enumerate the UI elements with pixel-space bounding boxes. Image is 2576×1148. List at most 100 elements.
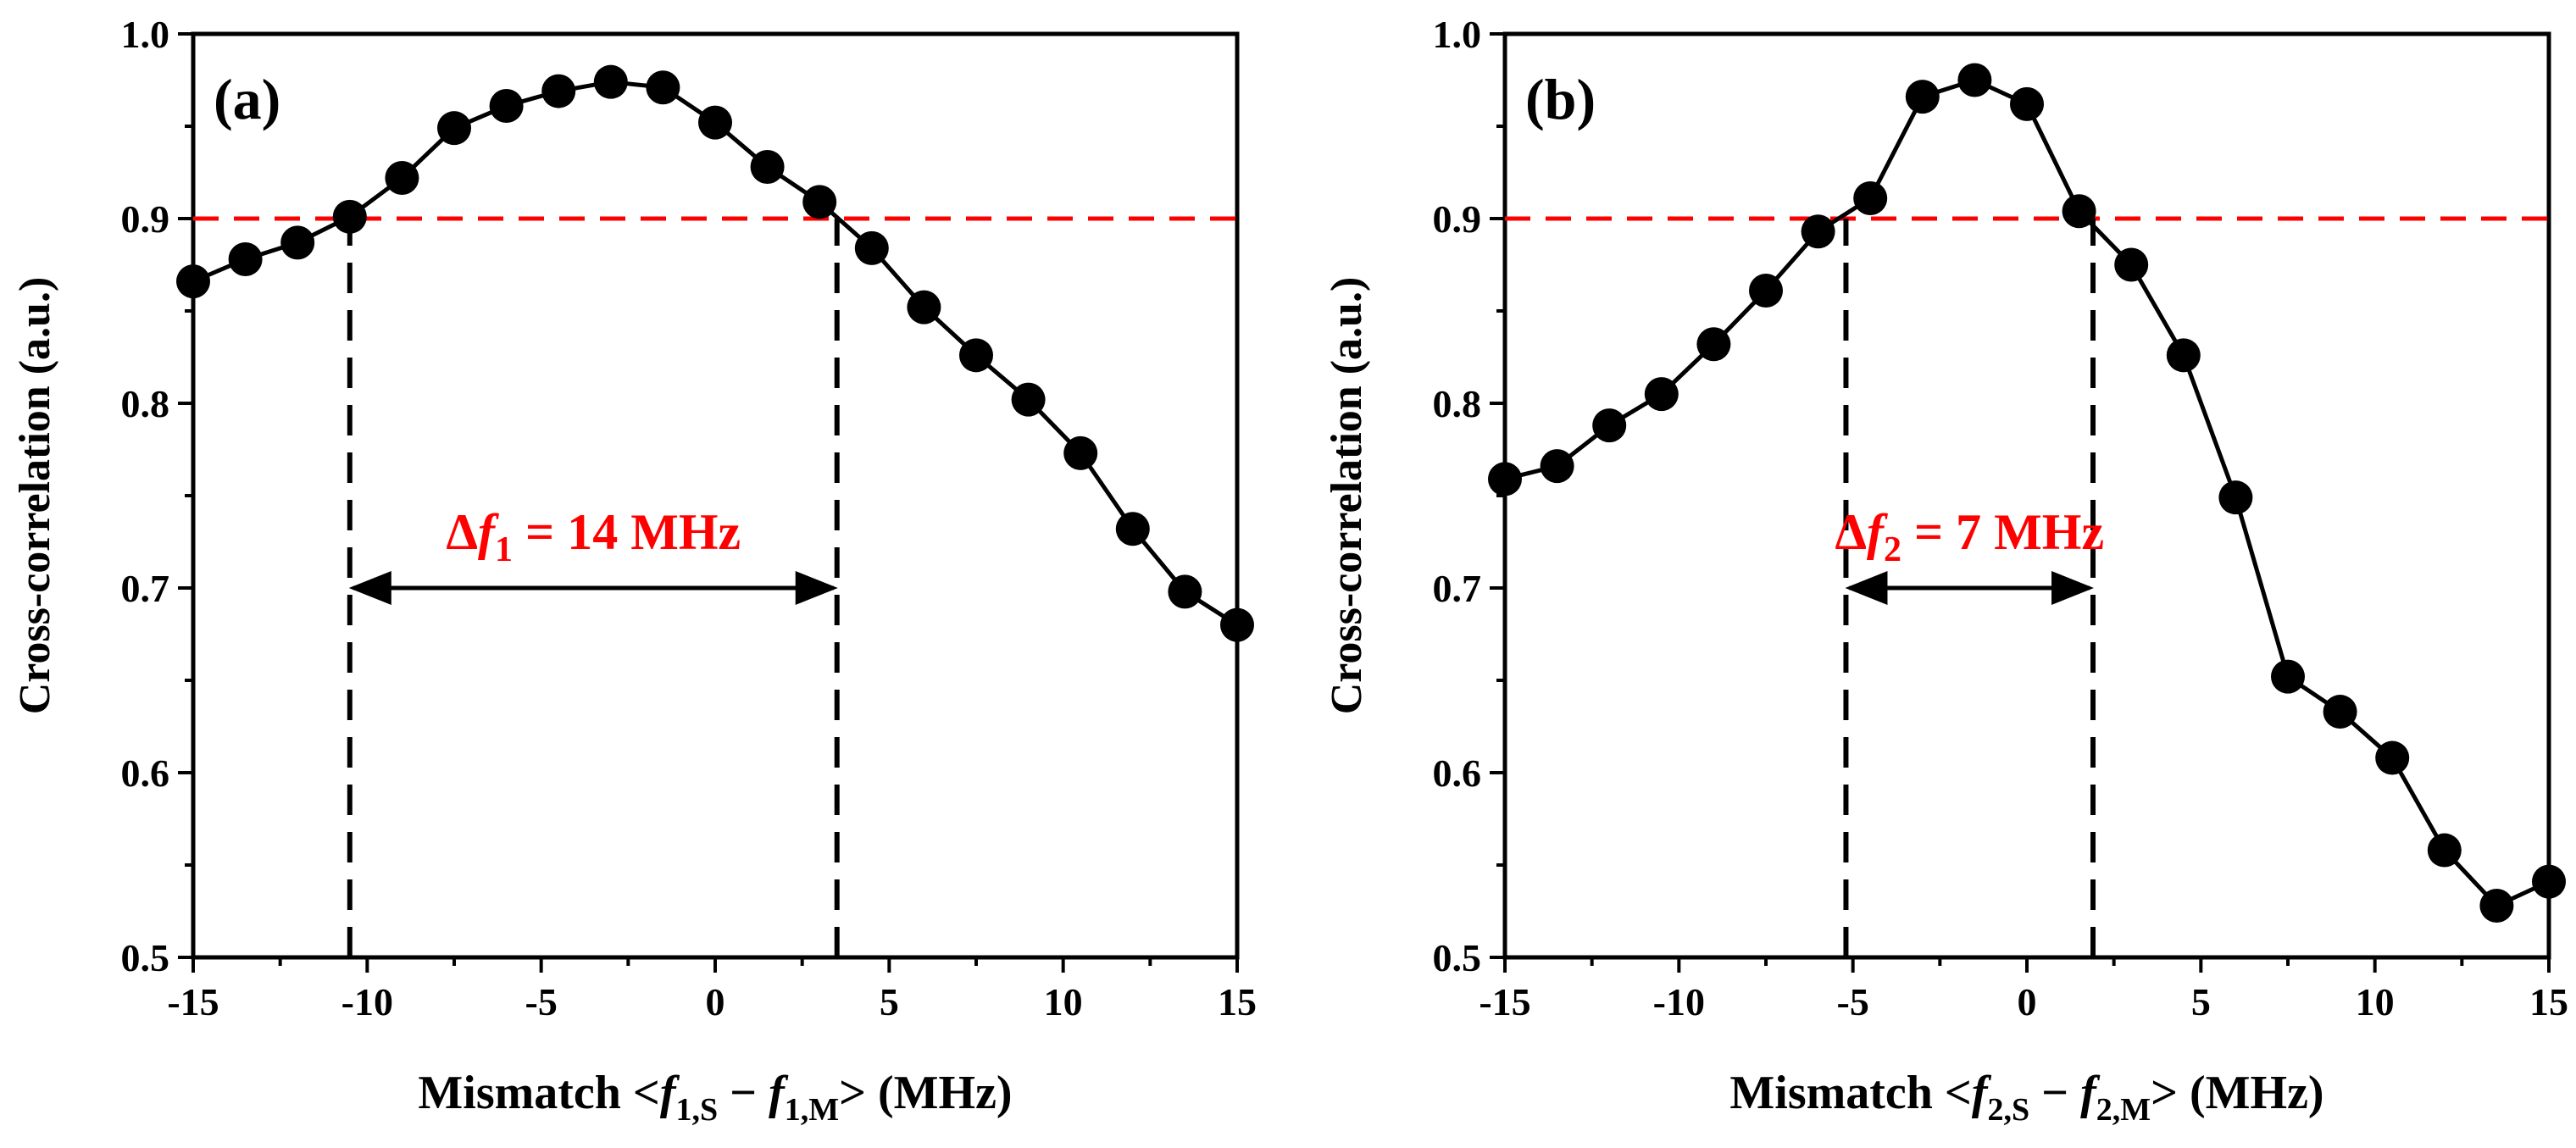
bandwidth-annotation-value: = 7 MHz <box>1901 504 2104 560</box>
data-point <box>750 149 785 184</box>
data-point <box>593 64 628 99</box>
data-point <box>1749 274 1783 308</box>
data-point <box>1540 449 1574 484</box>
data-point <box>1853 181 1888 216</box>
x-axis-title-unit: (MHz) <box>878 1067 1013 1119</box>
series-line <box>1504 78 2551 908</box>
x-axis-title-space <box>621 1067 633 1119</box>
plot-frame <box>191 31 1240 960</box>
data-point <box>1957 63 1992 97</box>
data-point <box>646 70 680 105</box>
data-point <box>2062 194 2096 229</box>
plot-frame <box>1502 31 2551 960</box>
data-point <box>385 161 419 196</box>
data-point <box>1168 574 1202 609</box>
bandwidth-annotation-value: = 14 MHz <box>513 504 741 560</box>
chart-panel-a: -15 -10 -5 0 5 10 15 0.5 0.6 0.7 0.8 0.9 1.0 Cross-co… <box>11 13 1257 1128</box>
x-tick-label: -15 <box>1479 980 1530 1023</box>
data-point <box>1488 462 1522 496</box>
y-tick-label: 1.0 <box>1433 13 1482 56</box>
x-tick-label: 0 <box>2018 980 2037 1023</box>
data-point <box>907 290 941 324</box>
data-point <box>2166 338 2201 373</box>
data-point <box>541 74 576 108</box>
x-tick-label: 5 <box>880 980 899 1023</box>
data-point <box>854 230 889 265</box>
y-tick-label: 0.5 <box>121 936 170 979</box>
x-axis-title-unit: (MHz) <box>2190 1067 2324 1119</box>
x-axis-title: Mismatch <f2,S − f2,M> (MHz) <box>1729 1067 2323 1128</box>
data-point <box>2114 247 2149 282</box>
x-axis-title: Mismatch <f1,S − f1,M> (MHz) <box>418 1067 1012 1128</box>
data-point <box>2271 659 2305 694</box>
y-tick-label: 0.8 <box>121 382 170 425</box>
x-axis-title-gt: > <box>2151 1067 2178 1119</box>
x-axis-title-minus: − <box>730 1067 757 1119</box>
y-tick-label: 0.7 <box>1433 567 1482 610</box>
data-point <box>959 338 993 373</box>
data-point <box>1905 80 1940 114</box>
x-axis-title-lt: < <box>1945 1067 1972 1119</box>
data-point <box>2010 86 2044 121</box>
x-axis-title-sub: 1,M <box>785 1092 839 1128</box>
y-tick-label: 1.0 <box>121 13 170 56</box>
y-tick-label: 0.9 <box>1433 197 1482 241</box>
bandwidth-annotation-delta: Δ <box>446 504 478 560</box>
panel-label: (b) <box>1525 67 1596 131</box>
x-tick-label: 15 <box>1218 980 1257 1023</box>
data-point <box>437 111 471 146</box>
x-tick-label: -15 <box>167 980 219 1023</box>
x-axis-title-sub: 2,S <box>1988 1092 2030 1128</box>
x-axis-title-space <box>1933 1067 1945 1119</box>
data-point <box>1220 607 1254 642</box>
data-point <box>1592 408 1627 443</box>
x-axis-title-space <box>866 1067 878 1119</box>
bandwidth-annotation: Δf2 = 7 MHz <box>1835 504 2104 569</box>
data-point <box>2479 888 2514 923</box>
x-axis-title-sub: 2,M <box>2096 1092 2151 1128</box>
chart-panel-b: -15 -10 -5 0 5 10 15 0.5 0.6 0.7 0.8 0.9 1.0 Cross-co… <box>1323 13 2568 1128</box>
x-axis-title-minus: − <box>2041 1067 2068 1119</box>
data-point <box>228 241 263 276</box>
x-axis-title-lt: < <box>633 1067 660 1119</box>
x-tick-label: -5 <box>1837 980 1869 1023</box>
y-tick-label: 0.6 <box>121 751 170 795</box>
bandwidth-annotation-delta: Δ <box>1835 504 1867 560</box>
y-axis-title: Cross-correlation (a.u.) <box>11 277 59 715</box>
data-point <box>1063 435 1098 470</box>
x-tick-label: -10 <box>1653 980 1705 1023</box>
x-tick-label: 10 <box>2356 980 2395 1023</box>
data-point <box>1801 214 1835 249</box>
data-point <box>2218 480 2253 515</box>
data-point <box>2427 833 2462 868</box>
data-point <box>698 105 732 140</box>
x-tick-label: -5 <box>525 980 558 1023</box>
data-point <box>280 225 315 260</box>
y-tick-label: 0.9 <box>121 197 170 241</box>
y-tick-label: 0.8 <box>1433 382 1482 425</box>
data-point <box>802 185 837 219</box>
x-axis-title-space <box>2178 1067 2190 1119</box>
x-tick-label: 10 <box>1044 980 1083 1023</box>
y-axis-title: Cross-correlation (a.u.) <box>1323 277 1371 715</box>
data-point <box>2375 740 2410 775</box>
bandwidth-annotation-sub: 1 <box>495 530 513 569</box>
data-point <box>1644 377 1679 412</box>
data-point <box>176 264 210 299</box>
data-point <box>2532 864 2566 899</box>
x-tick-label: -10 <box>341 980 393 1023</box>
data-point <box>489 89 524 124</box>
y-tick-label: 0.5 <box>1433 936 1482 979</box>
data-point <box>1115 512 1150 546</box>
bandwidth-annotation-sub: 2 <box>1884 530 1901 569</box>
x-axis-title-word: Mismatch <box>418 1067 621 1119</box>
data-point <box>2323 695 2357 729</box>
data-point <box>1696 327 1731 362</box>
bandwidth-annotation: Δf1 = 14 MHz <box>446 504 741 569</box>
x-tick-label: 5 <box>2191 980 2211 1023</box>
x-tick-label: 15 <box>2529 980 2568 1023</box>
data-point <box>1011 382 1046 417</box>
x-axis-title-sub: 1,S <box>676 1092 719 1128</box>
data-point <box>332 199 367 234</box>
